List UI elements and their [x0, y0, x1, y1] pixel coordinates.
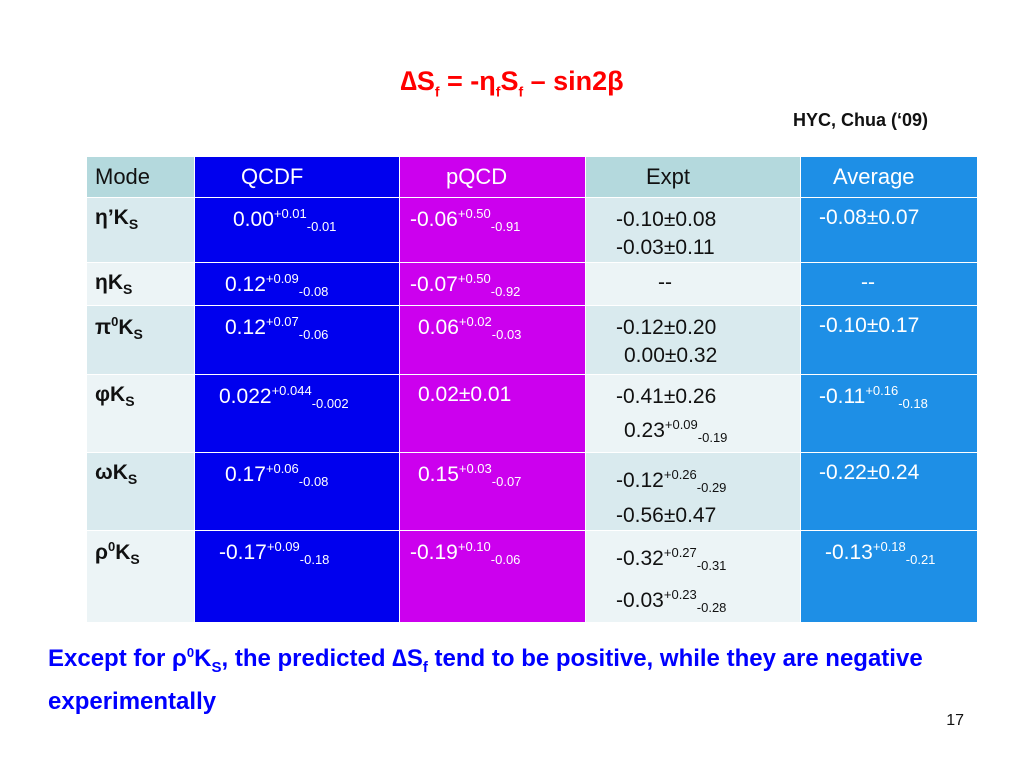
mode-cell: φKS: [86, 373, 195, 454]
average-cell: --: [800, 262, 978, 306]
pqcd-cell: 0.15+0.03-0.07: [399, 452, 586, 532]
qcdf-cell: 0.12+0.09-0.08: [194, 262, 400, 306]
pqcd-cell: -0.06+0.50-0.91: [399, 197, 586, 263]
conclusion-note: Except for ρ0KS, the predicted ∆Sf tend …: [48, 645, 923, 715]
header-qcdf: QCDF: [194, 156, 400, 198]
average-cell: -0.11+0.16-0.18: [800, 373, 978, 454]
pqcd-cell: -0.19+0.10-0.06: [399, 530, 586, 623]
attribution: HYC, Chua (‘09): [792, 110, 928, 130]
qcdf-cell: -0.17+0.09-0.18: [194, 530, 400, 623]
table-row: π0KS 0.12+0.07-0.06 0.06+0.02-0.03 -0.12…: [86, 305, 978, 375]
expt-cell: -0.10±0.08 -0.03±0.11: [585, 197, 801, 263]
pqcd-cell: 0.06+0.02-0.03: [399, 305, 586, 375]
average-cell: -0.08±0.07: [800, 197, 978, 263]
average-cell: -0.22±0.24: [800, 452, 978, 532]
mode-cell: ηKS: [86, 262, 195, 306]
table-row: ωKS 0.17+0.06-0.08 0.15+0.03-0.07 -0.12+…: [86, 452, 978, 532]
page-number: 17: [946, 712, 964, 729]
table-row: η’KS 0.00+0.01-0.01 -0.06+0.50-0.91 -0.1…: [86, 197, 978, 263]
header-expt: Expt: [585, 156, 801, 198]
header-pqcd: pQCD: [399, 156, 586, 198]
qcdf-cell: 0.00+0.01-0.01: [194, 197, 400, 263]
qcdf-cell: 0.022+0.044-0.002: [194, 373, 400, 454]
pqcd-cell: 0.02±0.01: [399, 373, 586, 454]
expt-cell: --: [585, 262, 801, 306]
expt-cell: -0.12±0.20 0.00±0.32: [585, 305, 801, 375]
mode-cell: η’KS: [86, 197, 195, 263]
mode-cell: ωKS: [86, 452, 195, 532]
expt-cell: -0.32+0.27-0.31 -0.03+0.23-0.28: [585, 530, 801, 623]
table-row: ηKS 0.12+0.09-0.08 -0.07+0.50-0.92 -- --: [86, 262, 978, 306]
table-header-row: Mode QCDF pQCD Expt Average: [86, 156, 978, 198]
average-cell: -0.13+0.18-0.21: [800, 530, 978, 623]
table-row: ρ0KS -0.17+0.09-0.18 -0.19+0.10-0.06 -0.…: [86, 530, 978, 623]
mode-cell: ρ0KS: [86, 530, 195, 623]
header-average: Average: [800, 156, 978, 198]
results-table: Mode QCDF pQCD Expt Average η’KS 0.00+0.…: [86, 156, 978, 623]
expt-cell: -0.12+0.26-0.29 -0.56±0.47: [585, 452, 801, 532]
qcdf-cell: 0.12+0.07-0.06: [194, 305, 400, 375]
pqcd-cell: -0.07+0.50-0.92: [399, 262, 586, 306]
mode-cell: π0KS: [86, 305, 195, 375]
header-mode: Mode: [86, 156, 195, 198]
qcdf-cell: 0.17+0.06-0.08: [194, 452, 400, 532]
expt-cell: -0.41±0.26 0.23+0.09-0.19: [585, 373, 801, 454]
slide-title: ∆Sf = -ηfSf – sin2β: [400, 66, 624, 100]
average-cell: -0.10±0.17: [800, 305, 978, 375]
table-row: φKS 0.022+0.044-0.002 0.02±0.01 -0.41±0.…: [86, 373, 978, 454]
